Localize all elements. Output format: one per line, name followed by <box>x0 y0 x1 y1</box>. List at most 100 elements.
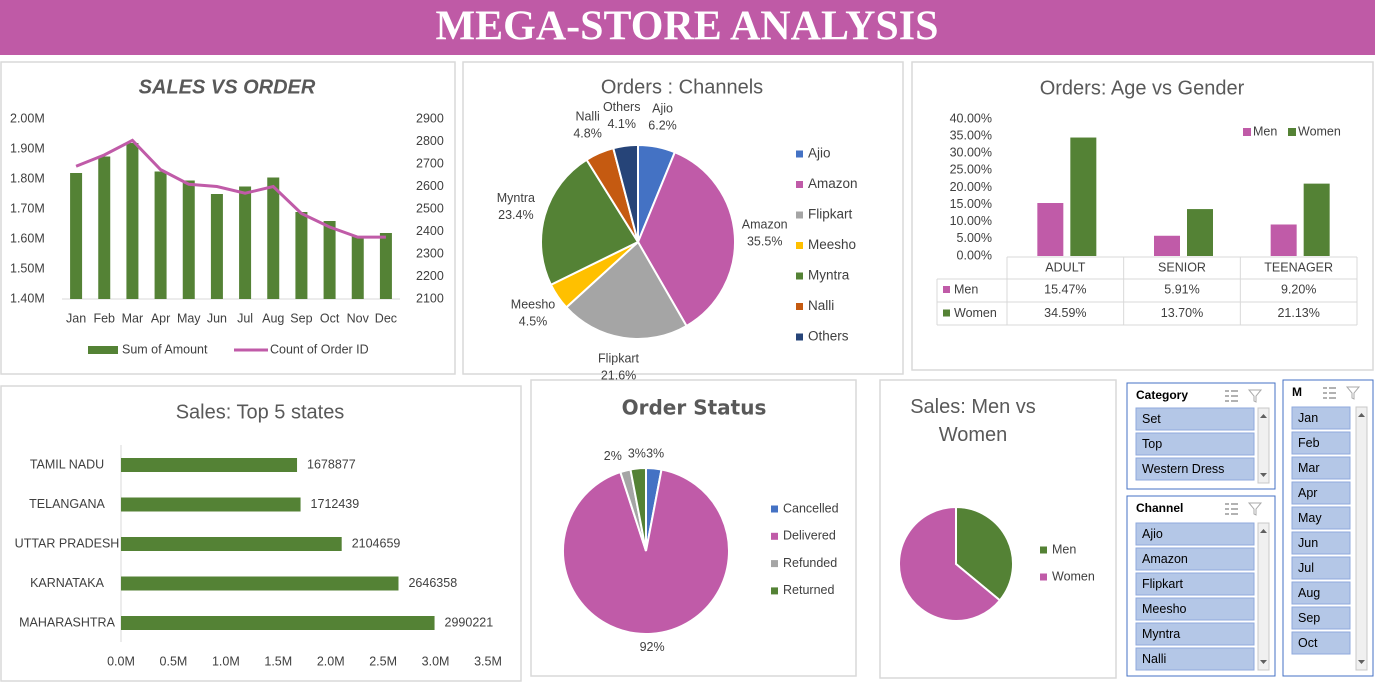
x-tick-label: 2.0M <box>317 654 345 668</box>
data-label: Amazon 35.5% <box>742 218 788 249</box>
legend-label: Refunded <box>783 556 837 570</box>
slicer-item[interactable] <box>1291 506 1351 530</box>
slicer-item-label[interactable]: Ajio <box>1142 527 1163 541</box>
multi-select-icon[interactable] <box>1225 390 1238 402</box>
slicer-item[interactable] <box>1291 631 1351 655</box>
slicer-item-label[interactable]: Apr <box>1298 486 1317 500</box>
chart-title: Sales: Top 5 states <box>176 401 345 423</box>
y2-tick-label: 2300 <box>416 246 444 260</box>
slicer-item[interactable] <box>1291 606 1351 630</box>
slicer-title: M <box>1292 385 1302 399</box>
slicer-item-label[interactable]: Western Dress <box>1142 462 1224 476</box>
bar <box>1154 235 1180 256</box>
multi-select-icon[interactable] <box>1323 387 1336 399</box>
bar <box>121 537 342 551</box>
slicer-title: Channel <box>1136 501 1183 515</box>
scroll-down[interactable] <box>1260 473 1267 477</box>
slicer-item[interactable] <box>1291 531 1351 555</box>
slicer-item-label[interactable]: Mar <box>1298 461 1320 475</box>
slicer-item[interactable] <box>1135 522 1255 546</box>
slicer-item-label[interactable]: Nalli <box>1142 652 1166 666</box>
scrollbar[interactable] <box>1257 407 1270 484</box>
bar <box>121 616 435 630</box>
header-title: MEGA-STORE ANALYSIS <box>436 4 939 50</box>
x-tick-label: Nov <box>347 311 370 325</box>
legend-label: Sum of Amount <box>122 342 208 356</box>
y2-tick-label: 2800 <box>416 134 444 148</box>
data-label-value: 21.6% <box>601 369 636 383</box>
data-label: 2990221 <box>445 615 494 629</box>
data-label: 2104659 <box>352 536 401 550</box>
slicer-item-label[interactable]: Myntra <box>1142 627 1180 641</box>
data-label-name: Ajio <box>652 102 673 116</box>
pie-slice <box>629 466 647 552</box>
clear-filter-icon[interactable] <box>1247 502 1263 516</box>
y2-tick-label: 2400 <box>416 224 444 238</box>
scroll-up[interactable] <box>1260 529 1267 533</box>
legend-key <box>771 532 778 540</box>
x-tick-label: Jul <box>237 311 253 325</box>
slicer-item-label[interactable]: Amazon <box>1142 552 1188 566</box>
slicer-item-label[interactable]: Set <box>1142 412 1161 426</box>
slicer-item-label[interactable]: Oct <box>1298 636 1318 650</box>
slicer-item-label[interactable]: Top <box>1142 437 1162 451</box>
x-tick-label: Dec <box>375 311 397 325</box>
slicer-item[interactable] <box>1291 556 1351 580</box>
y-tick-label: 1.60M <box>10 231 45 245</box>
y2-tick-label: 2700 <box>416 156 444 170</box>
scroll-down[interactable] <box>1260 660 1267 664</box>
data-label: Myntra 23.4% <box>497 191 535 222</box>
slicer-item-label[interactable]: Flipkart <box>1142 577 1184 591</box>
slicer-item-label[interactable]: May <box>1298 511 1322 525</box>
slicer-item[interactable] <box>1135 572 1255 596</box>
data-label-value: 6.2% <box>648 119 677 133</box>
x-tick-label: Sep <box>290 311 312 325</box>
scroll-down[interactable] <box>1358 660 1365 664</box>
slicer-item[interactable] <box>1135 547 1255 571</box>
slicer-item[interactable] <box>1135 457 1255 481</box>
multi-select-icon[interactable] <box>1225 503 1238 515</box>
data-label: 1678877 <box>307 457 356 471</box>
table-cell: 5.91% <box>1164 282 1199 296</box>
slicer-item[interactable] <box>1135 597 1255 621</box>
slicer-item-label[interactable]: Jul <box>1298 561 1314 575</box>
slicer-item-label[interactable]: Jan <box>1298 411 1318 425</box>
slicer-item[interactable] <box>1135 622 1255 646</box>
slicer-item-label[interactable]: Sep <box>1298 611 1320 625</box>
clear-filter-icon[interactable] <box>1247 389 1263 403</box>
x-tick-label: Aug <box>262 311 284 325</box>
scroll-up[interactable] <box>1260 414 1267 418</box>
legend-label: Men <box>1052 542 1076 556</box>
slicer-item[interactable] <box>1291 456 1351 480</box>
data-label-value: 92% <box>640 640 665 654</box>
slicer-item[interactable] <box>1291 481 1351 505</box>
pie-slice <box>562 468 730 635</box>
slicer-item[interactable] <box>1291 406 1351 430</box>
slicer-item-label[interactable]: Feb <box>1298 436 1320 450</box>
data-label: Others 4.1% <box>603 100 641 131</box>
x-tick-label: Apr <box>151 311 170 325</box>
y-tick-label: TAMIL NADU <box>30 457 104 471</box>
x-tick-label: 3.0M <box>422 654 450 668</box>
y-tick-label: 30.00% <box>950 146 992 160</box>
scrollbar[interactable] <box>1355 406 1368 671</box>
clear-filter-icon[interactable] <box>1345 386 1361 400</box>
slicer-item[interactable] <box>1291 581 1351 605</box>
x-tick-label: Jun <box>207 311 227 325</box>
data-label: 2% <box>604 449 622 463</box>
slicer-item[interactable] <box>1135 432 1255 456</box>
scroll-up[interactable] <box>1358 413 1365 417</box>
data-label-name: Flipkart <box>598 352 640 366</box>
legend-label: Others <box>808 329 849 344</box>
slicer-item[interactable] <box>1291 431 1351 455</box>
y-tick-label: 20.00% <box>950 180 992 194</box>
slicer-item-label[interactable]: Meesho <box>1142 602 1187 616</box>
slicer-item-label[interactable]: Aug <box>1298 586 1320 600</box>
y-tick-label: 1.80M <box>10 171 45 185</box>
slicer-item[interactable] <box>1135 647 1255 671</box>
slicer-item-label[interactable]: Jun <box>1298 536 1318 550</box>
scrollbar[interactable] <box>1257 522 1270 671</box>
slicer-item[interactable] <box>1135 407 1255 431</box>
chart-title: SALES VS ORDER <box>139 76 316 98</box>
